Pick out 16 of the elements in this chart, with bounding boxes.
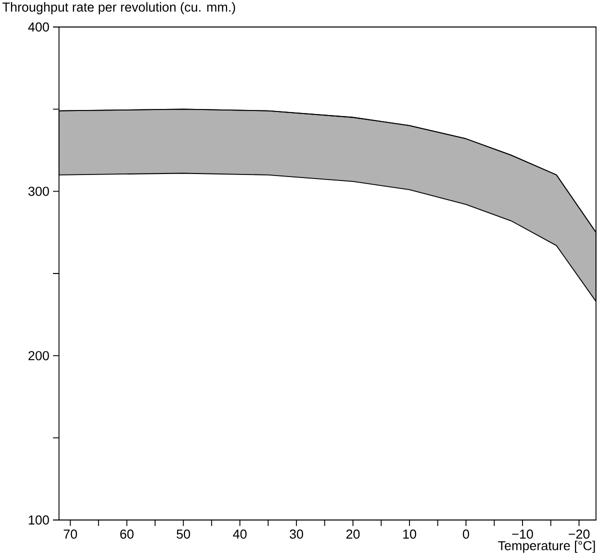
y-tick-label: 400 — [28, 22, 49, 32]
x-tick-label: −10 — [512, 530, 533, 539]
y-tick-label: 300 — [28, 186, 49, 196]
x-axis-title: Temperature [°C] — [498, 540, 595, 553]
x-tick-label: 40 — [232, 530, 247, 539]
y-axis-title: Throughput rate per revolution (cu. mm.) — [2, 2, 236, 14]
x-tick-label: 60 — [120, 530, 134, 539]
x-tick-label: 70 — [64, 530, 77, 539]
x-tick-label: 30 — [290, 530, 304, 539]
x-tick-label: 50 — [176, 530, 190, 539]
y-tick-label: 100 — [28, 515, 49, 525]
x-tick-label: 0 — [462, 530, 470, 539]
x-tick-label: 20 — [346, 530, 360, 539]
x-tick-label: 10 — [403, 530, 416, 539]
y-tick-label: 200 — [28, 351, 49, 360]
x-tick-label: −20 — [568, 530, 590, 539]
